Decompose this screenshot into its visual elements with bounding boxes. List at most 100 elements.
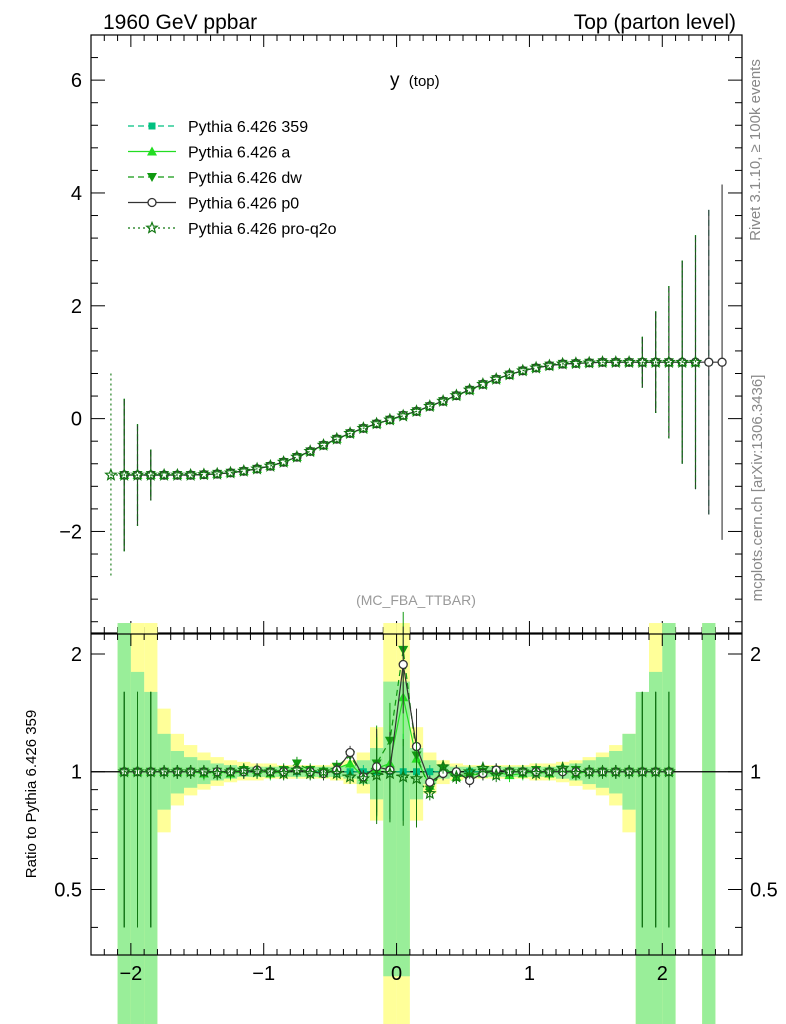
ratio-ylabel: Ratio to Pythia 6.426 359 [23, 710, 40, 878]
data-point [303, 444, 317, 458]
ratio-point [303, 766, 317, 780]
ratio-panel-frame [90, 633, 743, 956]
data-point [250, 461, 264, 475]
series-1 [119, 235, 701, 552]
ratio-point [369, 768, 384, 781]
x-tick-label: 0 [391, 963, 402, 985]
data-point [330, 431, 344, 445]
legend-marker [147, 197, 157, 208]
data-point [144, 467, 158, 481]
ratio-point [223, 764, 238, 778]
series-line [124, 361, 709, 476]
data-point [383, 412, 397, 426]
x-tick-label: 2 [657, 963, 668, 985]
data-point [675, 355, 689, 369]
ratio-point [476, 761, 490, 775]
ratio-point [130, 764, 145, 778]
ratio-point [529, 766, 543, 780]
ratio-panel: −2 −1 0 1 2 0.5 0.5 1 1 2 2 Ratio to Pythia 6.426 … [23, 611, 778, 1024]
data-point [436, 393, 450, 407]
data-point [117, 467, 131, 481]
analysis-label: (MC_FBA_TTBAR) [356, 592, 476, 608]
data-point [157, 467, 171, 481]
ratio-point [449, 769, 464, 783]
y-tick-label: 2 [71, 296, 82, 318]
data-point [516, 363, 530, 377]
data-point [104, 467, 118, 481]
data-point [502, 367, 517, 381]
header-left: 1960 GeV ppbar [103, 11, 257, 34]
data-point [316, 437, 331, 451]
data-point [223, 465, 238, 479]
legend-label: Pythia 6.426 359 [188, 119, 308, 136]
data-point [237, 463, 251, 477]
ratio-point [489, 768, 503, 781]
series-line [110, 361, 696, 476]
data-point [276, 455, 291, 468]
data-point [529, 360, 543, 374]
ratio-y-tick-label-right: 0.5 [750, 879, 778, 901]
ratio-line [124, 765, 669, 795]
ratio-point [582, 764, 596, 778]
series-0 [120, 209, 713, 552]
data-point [449, 388, 464, 402]
plot-title-main: y [390, 70, 400, 91]
series-line [124, 361, 669, 476]
ratio-point [595, 764, 610, 778]
legend-marker [148, 122, 156, 130]
legend-label: Pythia 6.426 pro-q2o [188, 221, 337, 238]
ratio-point [237, 762, 251, 776]
ratio-y-tick-label-right: 1 [750, 762, 761, 784]
ratio-point [542, 764, 557, 778]
ratio-point [436, 759, 450, 773]
legend: Pythia 6.426 359 Pythia 6.426 a Pythia 6.4… [128, 119, 337, 238]
plot-title: y (top) [390, 70, 440, 91]
data-point [476, 377, 490, 391]
x-tick-label: −1 [252, 963, 275, 985]
main-panel: −2 0 2 4 6 y (top) (MC_FBA_TTBAR) Pythia 6.4… [59, 34, 743, 634]
ratio-point [462, 764, 477, 778]
data-point [555, 356, 570, 370]
data-point [356, 421, 371, 435]
legend-label: Pythia 6.426 a [188, 145, 290, 162]
ratio-point [383, 766, 397, 780]
ratio-point [290, 762, 304, 776]
data-point [462, 382, 477, 396]
legend-label: Pythia 6.426 p0 [188, 196, 299, 213]
series-2 [119, 286, 674, 552]
data-point [622, 355, 636, 369]
ratio-point [210, 766, 224, 780]
data-point [183, 467, 198, 481]
legend-marker [145, 220, 159, 234]
ratio-y-tick-label: 0.5 [54, 879, 82, 901]
ratio-point [502, 764, 517, 778]
data-point [648, 355, 663, 369]
series-line [124, 361, 723, 476]
ratio-point [516, 764, 530, 778]
data-point [396, 408, 410, 422]
rivet-label: Rivet 3.1.10, ≥ 100k events [747, 59, 764, 241]
ratio-point [250, 764, 264, 778]
series-3 [119, 184, 727, 552]
y-tick-label: 6 [71, 70, 82, 92]
data-point [569, 356, 583, 370]
ratio-point [555, 761, 570, 775]
ratio-point [157, 764, 171, 778]
ratio-point [330, 766, 344, 780]
data-point [197, 467, 211, 481]
ratio-point [609, 764, 623, 778]
ratio-point [423, 786, 437, 800]
legend-marker [147, 146, 157, 156]
legend-marker [147, 173, 157, 182]
data-point [489, 371, 503, 385]
series-line [124, 361, 696, 476]
data-point [717, 357, 727, 367]
legend-entry: Pythia 6.426 pro-q2o [128, 220, 337, 238]
data-point [423, 399, 437, 413]
ratio-point [170, 764, 185, 778]
ratio-point [426, 768, 434, 776]
ratio-point [345, 758, 356, 768]
ratio-y-tick-label: 1 [71, 762, 82, 784]
data-point [369, 416, 384, 430]
